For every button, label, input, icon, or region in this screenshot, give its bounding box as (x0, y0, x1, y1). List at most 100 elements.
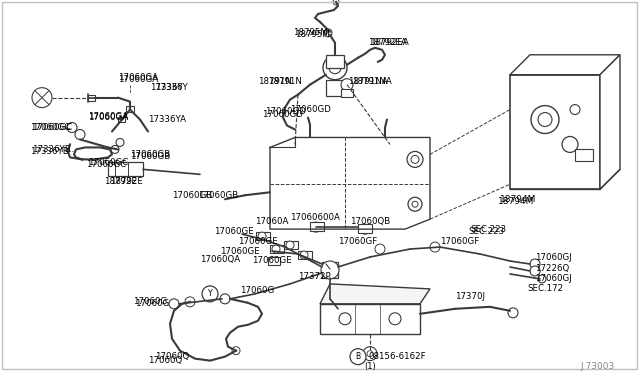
Text: 17060G: 17060G (135, 299, 169, 308)
Text: 17060A: 17060A (255, 217, 288, 226)
Text: 18794M: 18794M (498, 197, 534, 206)
Text: 17060QA: 17060QA (200, 254, 240, 263)
Circle shape (412, 201, 418, 207)
Text: 18791NA: 18791NA (352, 77, 392, 86)
Circle shape (538, 113, 552, 126)
Circle shape (220, 294, 230, 304)
Polygon shape (600, 55, 620, 189)
Bar (108, 162, 143, 176)
Bar (126, 106, 134, 112)
Text: SEC.223: SEC.223 (468, 227, 504, 235)
Bar (341, 89, 353, 97)
Text: 17336YB: 17336YB (30, 147, 68, 156)
Text: 17060Q: 17060Q (148, 356, 182, 365)
Circle shape (407, 151, 423, 167)
Text: 18792EA: 18792EA (368, 38, 407, 47)
Text: 18795M: 18795M (293, 28, 328, 37)
Text: 17336YB: 17336YB (32, 145, 71, 154)
Text: 17336Y: 17336Y (155, 83, 188, 92)
Text: 18791N: 18791N (268, 77, 302, 86)
Text: 17226Q: 17226Q (535, 264, 569, 273)
Text: 18792E: 18792E (110, 177, 143, 186)
Text: 17336YA: 17336YA (148, 115, 186, 124)
Circle shape (286, 241, 294, 249)
Circle shape (272, 245, 280, 253)
Text: 17060GC: 17060GC (32, 123, 72, 132)
Text: 18792E: 18792E (104, 177, 137, 186)
Text: 17060GE: 17060GE (238, 237, 278, 246)
Circle shape (360, 224, 370, 234)
Text: B: B (355, 352, 360, 361)
Circle shape (116, 138, 124, 147)
Text: 17060GE: 17060GE (252, 257, 292, 266)
Circle shape (67, 122, 77, 132)
Bar (298, 251, 312, 259)
Circle shape (232, 347, 240, 355)
Text: 17060600A: 17060600A (290, 213, 340, 222)
Bar (284, 241, 298, 249)
Text: 17060GA: 17060GA (88, 113, 128, 122)
Circle shape (350, 349, 366, 365)
Bar (270, 245, 284, 253)
Circle shape (339, 313, 351, 325)
Bar (310, 222, 324, 231)
Bar (88, 94, 95, 100)
Text: 17060GA: 17060GA (118, 75, 158, 84)
Bar (510, 75, 600, 189)
Polygon shape (510, 55, 620, 75)
Text: 17336Y: 17336Y (150, 83, 183, 92)
Text: Y: Y (208, 289, 212, 298)
Bar (118, 116, 125, 122)
Circle shape (202, 286, 218, 302)
Text: 17060GF: 17060GF (338, 237, 377, 246)
Text: 17060GC: 17060GC (88, 158, 128, 167)
Text: 17060GE: 17060GE (214, 227, 253, 235)
Bar (326, 80, 344, 96)
Circle shape (324, 29, 332, 37)
Text: 08156-6162F: 08156-6162F (368, 352, 426, 361)
Text: 17060Q: 17060Q (155, 352, 189, 361)
Circle shape (32, 88, 52, 108)
Bar (320, 304, 420, 334)
Text: 17370J: 17370J (455, 292, 485, 301)
Circle shape (531, 106, 559, 134)
Circle shape (169, 299, 179, 309)
Circle shape (389, 313, 401, 325)
Text: 17060GB: 17060GB (172, 191, 212, 200)
Circle shape (75, 129, 85, 140)
Circle shape (329, 62, 341, 74)
Circle shape (430, 242, 440, 252)
Text: 17060GA: 17060GA (118, 73, 158, 82)
Circle shape (300, 251, 308, 259)
Text: 17060GB: 17060GB (130, 150, 170, 159)
Text: 17060GA: 17060GA (88, 112, 128, 121)
Circle shape (538, 275, 546, 283)
Circle shape (185, 297, 195, 307)
Bar (268, 257, 280, 265)
Circle shape (530, 259, 540, 269)
Text: 17060GJ: 17060GJ (535, 253, 572, 262)
Circle shape (311, 222, 321, 232)
Text: 17060GD: 17060GD (262, 110, 303, 119)
Bar (256, 232, 270, 240)
Bar (575, 150, 593, 161)
Text: 17372P: 17372P (298, 272, 331, 282)
Circle shape (570, 105, 580, 115)
Text: J 73003: J 73003 (580, 362, 614, 371)
Circle shape (323, 56, 347, 80)
Text: 18791N: 18791N (258, 77, 292, 86)
Text: SEC.172: SEC.172 (527, 284, 563, 294)
Text: 17060GC: 17060GC (30, 123, 70, 132)
Text: 18791NA: 18791NA (348, 77, 388, 86)
Text: 17060GD: 17060GD (290, 105, 331, 114)
Text: (1): (1) (364, 362, 376, 371)
Text: 17060GC: 17060GC (86, 160, 126, 169)
Bar (358, 224, 372, 233)
Text: 17060GB: 17060GB (130, 152, 170, 161)
Circle shape (562, 137, 578, 153)
Text: 17060GJ: 17060GJ (535, 275, 572, 283)
Text: 17060QB: 17060QB (350, 217, 390, 226)
Circle shape (363, 347, 377, 360)
Text: 17060G: 17060G (240, 286, 275, 295)
Text: 17060GE: 17060GE (220, 247, 260, 256)
